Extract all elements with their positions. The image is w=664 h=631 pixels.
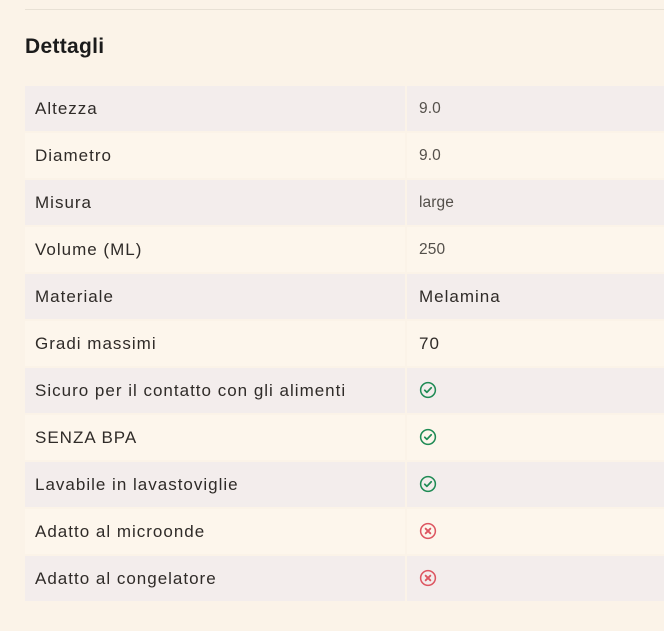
- table-row: Diametro 9.0: [25, 133, 664, 178]
- row-value: 250: [407, 227, 664, 272]
- row-label: Altezza: [25, 86, 405, 131]
- x-circle-icon: [419, 569, 437, 587]
- row-label: Adatto al microonde: [25, 509, 405, 554]
- table-row: Sicuro per il contatto con gli alimenti: [25, 368, 664, 413]
- row-value-text: 70: [419, 334, 440, 353]
- check-circle-icon: [419, 428, 437, 446]
- check-circle-icon: [419, 475, 437, 493]
- row-value: [407, 415, 664, 460]
- row-value: [407, 462, 664, 507]
- table-row: SENZA BPA: [25, 415, 664, 460]
- row-label: SENZA BPA: [25, 415, 405, 460]
- section-divider: [25, 9, 664, 10]
- row-value-text: 9.0: [419, 147, 441, 164]
- row-label: Volume (ML): [25, 227, 405, 272]
- table-row: Misura large: [25, 180, 664, 225]
- row-value: Melamina: [407, 274, 664, 319]
- row-value: [407, 368, 664, 413]
- table-row: Volume (ML) 250: [25, 227, 664, 272]
- row-label: Lavabile in lavastoviglie: [25, 462, 405, 507]
- row-value-text: 9.0: [419, 100, 441, 117]
- table-row: Altezza 9.0: [25, 86, 664, 131]
- row-value: large: [407, 180, 664, 225]
- table-row: Gradi massimi 70: [25, 321, 664, 366]
- row-value: 9.0: [407, 133, 664, 178]
- row-value-text: large: [419, 194, 454, 211]
- product-details-section: Dettagli Altezza 9.0 Diametro 9.0 Misura…: [25, 0, 664, 601]
- row-label: Materiale: [25, 274, 405, 319]
- table-row: Adatto al congelatore: [25, 556, 664, 601]
- table-row: Lavabile in lavastoviglie: [25, 462, 664, 507]
- row-label: Gradi massimi: [25, 321, 405, 366]
- section-title: Dettagli: [25, 35, 105, 58]
- row-value-text: Melamina: [419, 287, 501, 306]
- row-label: Adatto al congelatore: [25, 556, 405, 601]
- details-table: Altezza 9.0 Diametro 9.0 Misura large Vo…: [25, 86, 664, 601]
- row-value: [407, 556, 664, 601]
- check-circle-icon: [419, 381, 437, 399]
- row-label: Diametro: [25, 133, 405, 178]
- row-label: Misura: [25, 180, 405, 225]
- row-value: 9.0: [407, 86, 664, 131]
- x-circle-icon: [419, 522, 437, 540]
- table-row: Materiale Melamina: [25, 274, 664, 319]
- table-row: Adatto al microonde: [25, 509, 664, 554]
- row-value: 70: [407, 321, 664, 366]
- row-label: Sicuro per il contatto con gli alimenti: [25, 368, 405, 413]
- row-value-text: 250: [419, 241, 446, 258]
- row-value: [407, 509, 664, 554]
